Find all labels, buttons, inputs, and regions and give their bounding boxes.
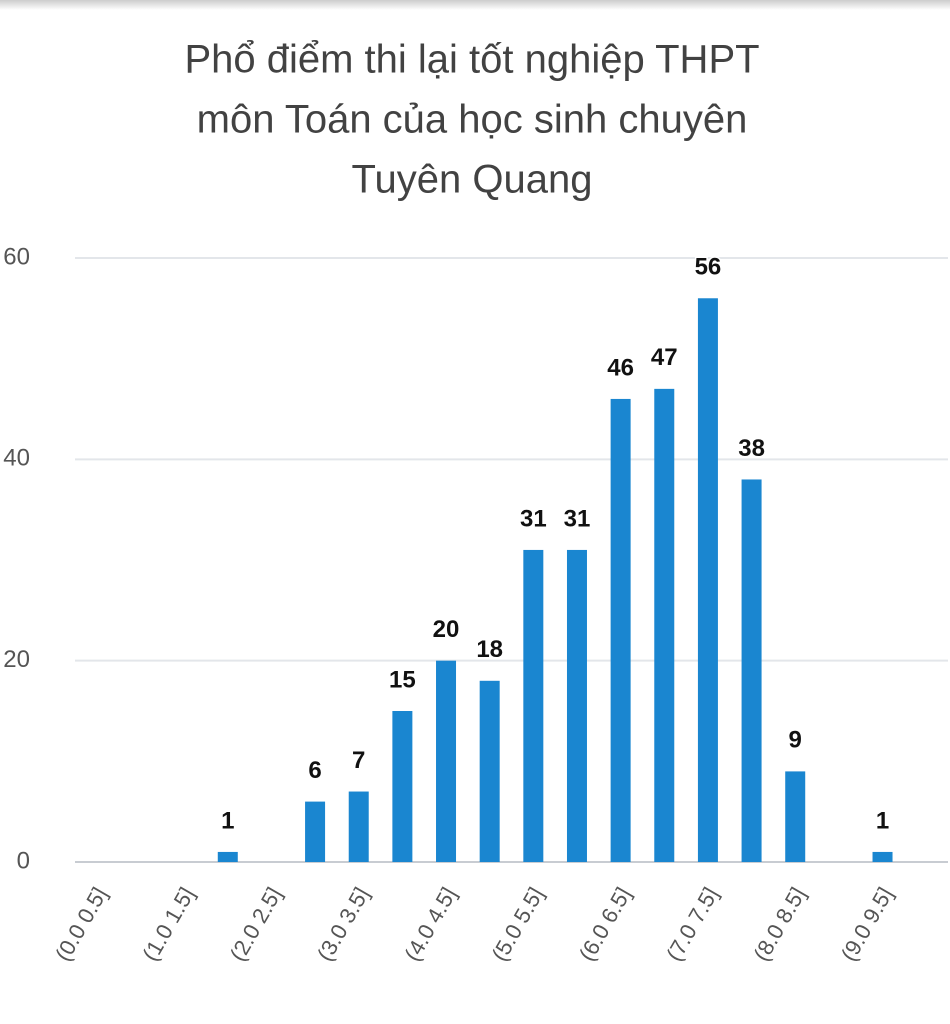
value-label: 1	[221, 807, 234, 834]
bar	[741, 479, 762, 862]
bar	[610, 398, 631, 862]
bar	[785, 771, 806, 862]
bar	[436, 660, 457, 862]
bar	[479, 680, 500, 862]
x-tick-label: (5.0 5.5]	[487, 883, 549, 965]
value-label: 15	[389, 666, 416, 693]
x-tick-label: (9.0 9.5]	[836, 883, 898, 965]
value-label: 46	[607, 354, 634, 381]
y-tick-label: 60	[3, 243, 30, 270]
x-tick-label: (1.0 1.5]	[137, 883, 199, 965]
bar	[872, 851, 893, 862]
x-tick-label: (2.0 2.5]	[225, 883, 287, 965]
bar	[523, 549, 544, 862]
value-label: 18	[476, 636, 503, 663]
bar	[697, 298, 718, 862]
x-tick-label: (3.0 3.5]	[312, 883, 374, 965]
value-label: 31	[520, 505, 547, 532]
value-label: 31	[564, 505, 591, 532]
value-label: 20	[433, 616, 460, 643]
bar	[654, 388, 675, 862]
x-tick-label: (0.0 0.5]	[50, 883, 112, 965]
bar	[217, 851, 238, 862]
top-shadow	[0, 0, 950, 10]
value-label: 38	[738, 435, 765, 462]
value-label: 7	[352, 747, 365, 774]
x-tick-label: (7.0 7.5]	[661, 883, 723, 965]
x-tick-label: (8.0 8.5]	[749, 883, 811, 965]
value-label: 6	[308, 757, 321, 784]
value-label: 56	[695, 254, 722, 281]
bar	[305, 801, 326, 862]
bar	[392, 711, 413, 862]
x-tick-label: (6.0 6.5]	[574, 883, 636, 965]
value-label: 1	[876, 807, 889, 834]
chart-title: Tuyên Quang	[352, 158, 593, 202]
value-label: 9	[789, 727, 802, 754]
y-tick-label: 20	[3, 646, 30, 673]
y-tick-label: 0	[17, 847, 30, 874]
value-label: 47	[651, 344, 678, 371]
bar	[348, 791, 369, 862]
chart-title: Phổ điểm thi lại tốt nghiệp THPT	[184, 38, 759, 82]
bar	[566, 549, 587, 862]
x-tick-label: (4.0 4.5]	[399, 883, 461, 965]
chart-title: môn Toán của học sinh chuyên	[197, 98, 748, 142]
y-tick-label: 40	[3, 445, 30, 472]
